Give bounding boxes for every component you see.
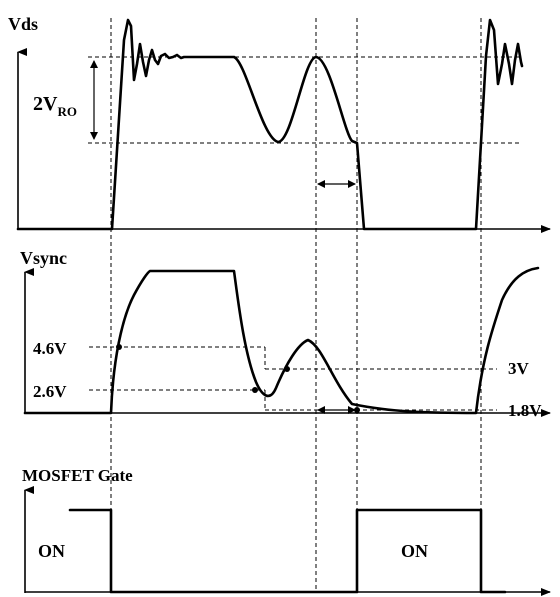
- vsync-waveform: [23, 266, 540, 415]
- vds-panel: Vds 2VRO: [8, 14, 551, 233]
- vsync-level-46-label: 4.6V: [33, 339, 67, 358]
- gate-panel: MOSFET Gate ON ON: [22, 466, 551, 596]
- vds-2vro-label: 2VRO: [33, 93, 77, 119]
- gate-on-left: ON: [38, 541, 65, 561]
- vsync-marker-1: [116, 344, 122, 350]
- vsync-marker-2: [252, 387, 258, 393]
- vsync-level-26-label: 2.6V: [33, 382, 67, 401]
- vsync-label: Vsync: [20, 248, 67, 268]
- vsync-panel: Vsync 4.6V 2.6V 3V 1.8V: [20, 248, 551, 420]
- gate-label: MOSFET Gate: [22, 466, 133, 485]
- vsync-level-18-label: 1.8V: [508, 401, 542, 420]
- vsync-level-3-label: 3V: [508, 359, 530, 378]
- vds-label: Vds: [8, 14, 38, 34]
- gate-on-right: ON: [401, 541, 428, 561]
- vsync-marker-4: [354, 407, 360, 413]
- vsync-marker-3: [284, 366, 290, 372]
- vds-waveform: [16, 18, 524, 231]
- gate-waveform: [68, 508, 507, 594]
